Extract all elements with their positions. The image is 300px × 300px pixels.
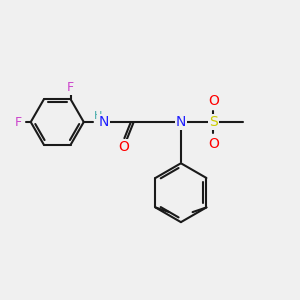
Text: O: O	[208, 94, 219, 107]
Text: S: S	[209, 115, 218, 129]
Text: N: N	[176, 115, 186, 129]
Text: H: H	[94, 111, 103, 121]
Text: O: O	[208, 136, 219, 151]
Text: O: O	[118, 140, 129, 154]
Text: F: F	[15, 116, 22, 128]
Text: N: N	[99, 115, 109, 129]
Text: F: F	[67, 81, 74, 94]
